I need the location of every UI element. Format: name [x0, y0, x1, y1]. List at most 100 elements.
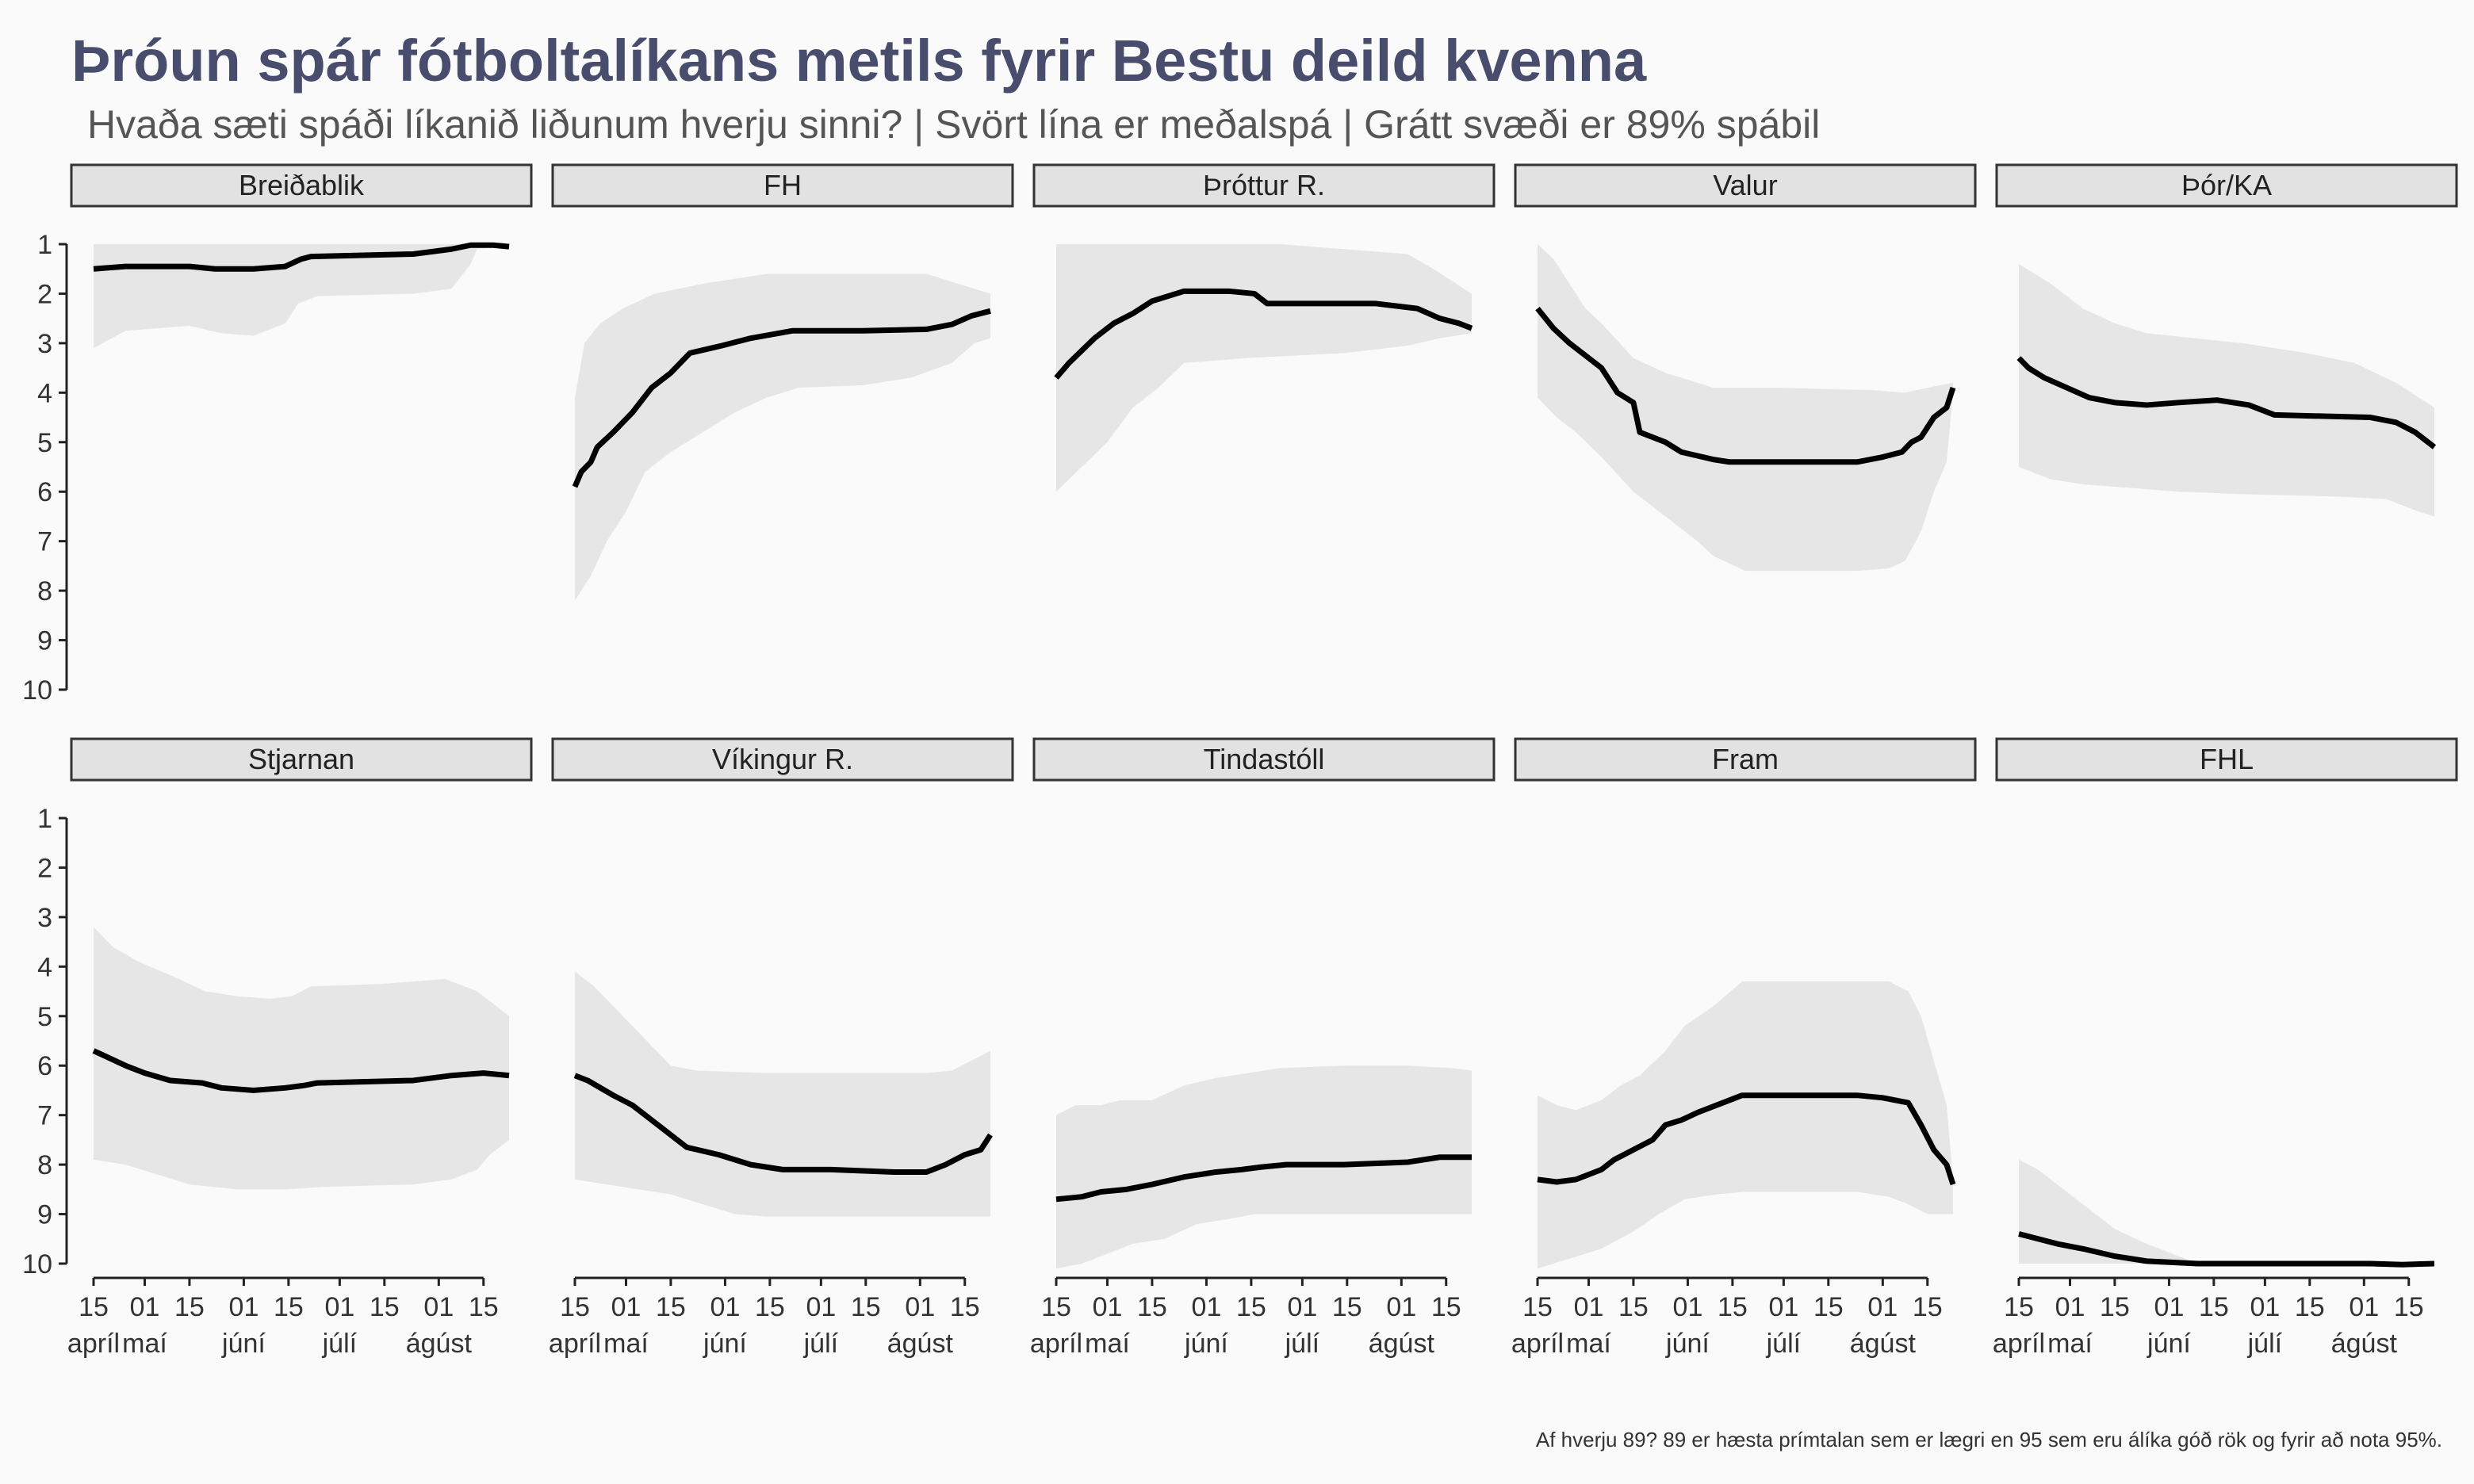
- y-tick-label: 2: [37, 853, 52, 883]
- facet-fram: Fram 15 01 15 01 15 01 15 01 15 apríl maí júní júlí ág…: [1511, 737, 1977, 1359]
- y-tick-label: 1: [37, 804, 52, 834]
- interval-band: [1538, 244, 1953, 572]
- facet-strip-label: Þróttur R.: [1203, 169, 1325, 201]
- interval-band: [575, 273, 990, 601]
- x-tick-label: 01: [1093, 1292, 1123, 1322]
- x-tick-label: 01: [611, 1292, 641, 1322]
- x-tick-label: 01: [710, 1292, 741, 1322]
- x-month-label: maí: [603, 1329, 649, 1359]
- mean-line: [573, 1073, 993, 1175]
- x-tick-label: 15: [1718, 1292, 1748, 1322]
- x-month-label: júlí: [1285, 1329, 1320, 1359]
- facet-strip-label: Valur: [1713, 169, 1777, 201]
- x-tick-label: 01: [2154, 1292, 2185, 1322]
- x-tick-label: 15: [1332, 1292, 1362, 1322]
- mean-line: [92, 1048, 510, 1093]
- chart-caption: Af hverju 89? 89 er hæsta prímtalan sem …: [1535, 1428, 2442, 1451]
- interval-band: [2019, 263, 2434, 517]
- y-tick-label: 8: [37, 576, 52, 606]
- y-tick-label: 10: [22, 1249, 52, 1279]
- y-tick-label: 7: [37, 1101, 52, 1131]
- interval-band: [575, 971, 990, 1217]
- facet-strip: [1995, 737, 2458, 782]
- x-tick-label: 01: [130, 1292, 160, 1322]
- facet-breiðablik: Breiðablik 1 2 3 4 5 6 7 8 9 10: [22, 163, 533, 706]
- facet-þór-ka: Þór/KA: [1995, 163, 2458, 517]
- facet-víkingur-r-: Víkingur R. 15 01 15 01 15 01 15 01 15 apríl maí jún…: [549, 737, 1014, 1359]
- x-month-label: ágúst: [887, 1329, 954, 1359]
- x-tick-label: 15: [1522, 1292, 1553, 1322]
- x-month-label: apríl: [549, 1329, 601, 1359]
- mean-line: [2018, 1231, 2435, 1268]
- x-tick-label: 15: [1236, 1292, 1266, 1322]
- y-tick-label: 3: [37, 329, 52, 359]
- mean-line: [572, 308, 991, 488]
- x-tick-label: 01: [2250, 1292, 2280, 1322]
- x-month-label: apríl: [1511, 1329, 1564, 1359]
- facet-strip-label: Stjarnan: [248, 743, 354, 775]
- mean-line: [2016, 356, 2437, 449]
- x-tick-label: 01: [1574, 1292, 1604, 1322]
- y-tick-label: 1: [37, 230, 52, 260]
- y-tick-label: 9: [37, 626, 52, 656]
- mean-line: [93, 242, 510, 272]
- x-month-label: júní: [2147, 1329, 2191, 1359]
- x-month-label: ágúst: [406, 1329, 473, 1359]
- chart-title: Þróun spár fótboltalíkans metils fyrir B…: [71, 28, 1647, 94]
- x-tick-label: 01: [1673, 1292, 1703, 1322]
- x-month-label: maí: [1566, 1329, 1611, 1359]
- x-tick-label: 15: [1431, 1292, 1461, 1322]
- x-tick-label: 15: [2100, 1292, 2130, 1322]
- x-month-label: apríl: [67, 1329, 120, 1359]
- mean-line: [1055, 1154, 1472, 1203]
- y-tick-label: 2: [37, 279, 52, 309]
- x-tick-label: 15: [2004, 1292, 2034, 1322]
- facet-þróttur-r-: Þróttur R.: [1032, 163, 1496, 492]
- y-tick-label: 7: [37, 527, 52, 557]
- facet-strip: [70, 163, 533, 208]
- x-tick-label: 15: [274, 1292, 304, 1322]
- x-month-label: apríl: [1993, 1329, 2045, 1359]
- x-month-label: júlí: [803, 1329, 839, 1359]
- facet-strip: [551, 163, 1014, 208]
- x-tick-label: 01: [1768, 1292, 1798, 1322]
- facet-strip-label: Fram: [1712, 743, 1779, 775]
- facet-fhl: FHL 15 01 15 01 15 01 15 01 15 apríl maí júní júlí ágú…: [1993, 737, 2458, 1359]
- x-tick-label: 01: [2055, 1292, 2085, 1322]
- interval-band: [94, 927, 509, 1190]
- y-tick-label: 5: [37, 1002, 52, 1032]
- facet-strip-label: Víkingur R.: [712, 743, 853, 775]
- x-month-label: maí: [1085, 1329, 1130, 1359]
- facet-valur: Valur: [1514, 163, 1977, 572]
- x-tick-label: 01: [1287, 1292, 1317, 1322]
- facet-tindastóll: Tindastóll 15 01 15 01 15 01 15 01 15 apríl maí júní…: [1030, 737, 1496, 1359]
- mean-line: [1535, 306, 1956, 465]
- x-tick-label: 15: [370, 1292, 400, 1322]
- x-tick-label: 01: [1192, 1292, 1222, 1322]
- x-month-label: apríl: [1030, 1329, 1082, 1359]
- x-tick-label: 15: [1618, 1292, 1649, 1322]
- x-tick-label: 01: [1867, 1292, 1898, 1322]
- x-month-label: maí: [122, 1329, 167, 1359]
- x-tick-label: 15: [755, 1292, 785, 1322]
- x-tick-label: 01: [423, 1292, 454, 1322]
- facet-strip: [1514, 163, 1977, 208]
- interval-band: [2019, 1159, 2434, 1264]
- x-tick-label: 15: [950, 1292, 980, 1322]
- x-tick-label: 15: [1913, 1292, 1943, 1322]
- x-month-label: maí: [2047, 1329, 2093, 1359]
- facet-strip-label: Breiðablik: [239, 169, 365, 201]
- x-tick-label: 15: [174, 1292, 205, 1322]
- y-tick-label: 10: [22, 675, 52, 706]
- y-tick-label: 6: [37, 477, 52, 507]
- facet-strip-label: Þór/KA: [2181, 169, 2272, 201]
- facet-strip: [1032, 163, 1496, 208]
- x-tick-label: 15: [469, 1292, 499, 1322]
- facet-strip: [70, 737, 533, 782]
- x-tick-label: 15: [2199, 1292, 2229, 1322]
- interval-band: [1056, 244, 1472, 492]
- x-tick-label: 15: [656, 1292, 686, 1322]
- x-month-label: júní: [221, 1329, 266, 1359]
- facet-stjarnan: Stjarnan 1 2 3 4 5 6 7 8 9 10 15 01 15 01 15 01 15 01 15 apr…: [22, 737, 533, 1359]
